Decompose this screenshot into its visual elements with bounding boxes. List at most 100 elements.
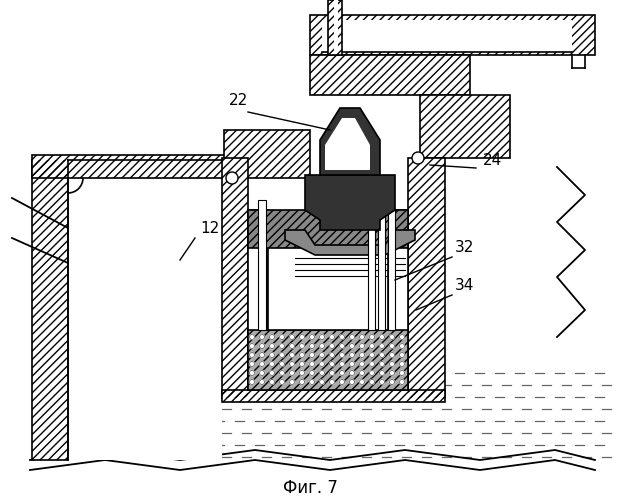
Circle shape [340, 380, 345, 384]
Circle shape [360, 380, 365, 384]
Bar [32, 155, 225, 178]
Circle shape [260, 362, 265, 366]
Bar [268, 240, 388, 330]
Circle shape [280, 370, 285, 376]
Circle shape [249, 380, 254, 384]
Circle shape [299, 352, 304, 358]
Polygon shape [325, 118, 370, 170]
Circle shape [329, 344, 335, 348]
Circle shape [379, 344, 384, 348]
Circle shape [260, 334, 265, 340]
Circle shape [280, 362, 285, 366]
Bar [222, 390, 445, 402]
Circle shape [290, 362, 294, 366]
Circle shape [340, 370, 345, 376]
Bar [334, 0, 338, 52]
Circle shape [249, 362, 254, 366]
Circle shape [319, 380, 324, 384]
Bar [222, 390, 445, 402]
Bar [248, 210, 408, 248]
Circle shape [270, 370, 275, 376]
Circle shape [319, 370, 324, 376]
Polygon shape [285, 230, 415, 255]
Circle shape [389, 352, 394, 358]
Polygon shape [320, 108, 380, 175]
Circle shape [319, 352, 324, 358]
Bar [32, 160, 68, 460]
Circle shape [280, 344, 285, 348]
Circle shape [340, 334, 345, 340]
Circle shape [249, 370, 254, 376]
Circle shape [360, 352, 365, 358]
Circle shape [399, 352, 404, 358]
Circle shape [299, 344, 304, 348]
Bar [328, 0, 342, 55]
Circle shape [270, 344, 275, 348]
Circle shape [309, 334, 314, 340]
Circle shape [270, 380, 275, 384]
Circle shape [360, 344, 365, 348]
Circle shape [379, 380, 384, 384]
Circle shape [260, 352, 265, 358]
Circle shape [270, 362, 275, 366]
Circle shape [389, 334, 394, 340]
Circle shape [329, 352, 335, 358]
Circle shape [360, 370, 365, 376]
Polygon shape [305, 175, 395, 230]
Bar [32, 155, 225, 178]
Circle shape [309, 352, 314, 358]
Circle shape [379, 334, 384, 340]
Circle shape [399, 334, 404, 340]
Circle shape [370, 362, 374, 366]
Circle shape [329, 370, 335, 376]
Circle shape [360, 334, 365, 340]
Bar [248, 210, 408, 248]
Circle shape [350, 380, 355, 384]
Circle shape [309, 362, 314, 366]
Bar [378, 210, 385, 330]
Bar [248, 330, 408, 390]
Circle shape [389, 344, 394, 348]
Circle shape [360, 362, 365, 366]
Circle shape [319, 362, 324, 366]
Bar [328, 0, 342, 55]
Bar [310, 55, 470, 95]
Circle shape [309, 370, 314, 376]
Circle shape [226, 172, 238, 184]
Bar [408, 158, 445, 398]
Circle shape [270, 352, 275, 358]
Circle shape [399, 380, 404, 384]
Bar [258, 200, 266, 330]
Bar [224, 130, 310, 178]
Circle shape [370, 334, 374, 340]
Circle shape [249, 334, 254, 340]
Circle shape [280, 380, 285, 384]
Circle shape [299, 380, 304, 384]
Circle shape [379, 352, 384, 358]
Circle shape [309, 344, 314, 348]
Circle shape [389, 370, 394, 376]
Circle shape [309, 380, 314, 384]
Circle shape [399, 344, 404, 348]
Circle shape [370, 344, 374, 348]
Circle shape [290, 344, 294, 348]
Circle shape [389, 380, 394, 384]
Circle shape [290, 380, 294, 384]
Circle shape [249, 344, 254, 348]
Circle shape [290, 370, 294, 376]
Bar [222, 158, 248, 398]
Circle shape [270, 334, 275, 340]
Text: 32: 32 [455, 240, 474, 255]
Circle shape [299, 370, 304, 376]
Bar [222, 158, 248, 398]
Circle shape [340, 352, 345, 358]
Bar [224, 130, 310, 178]
Text: 12: 12 [200, 221, 219, 236]
Circle shape [329, 362, 335, 366]
Circle shape [370, 352, 374, 358]
Bar [368, 210, 375, 330]
Circle shape [280, 352, 285, 358]
Bar [310, 15, 595, 55]
Circle shape [329, 334, 335, 340]
Circle shape [399, 362, 404, 366]
